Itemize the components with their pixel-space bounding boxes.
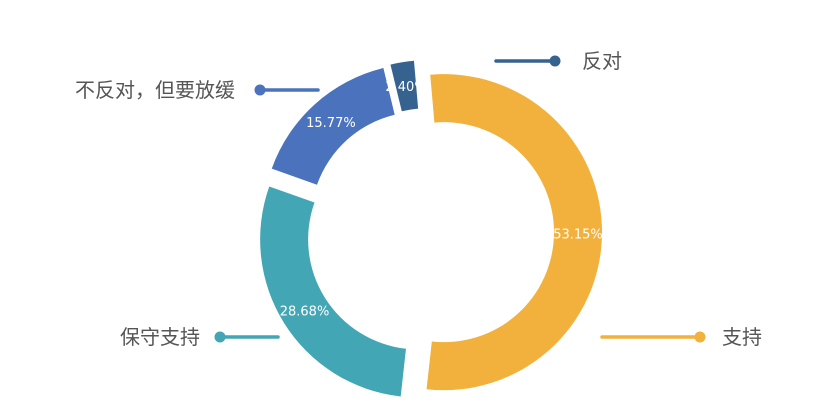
- slice-3: [390, 60, 419, 112]
- value-label-1: 28.68%: [280, 305, 330, 320]
- slice-2: [271, 68, 395, 185]
- legend-label-0: 支持: [722, 325, 762, 349]
- slice-1: [260, 186, 406, 397]
- legend-dot-0: [694, 331, 706, 343]
- value-label-3: 2.40%: [385, 80, 426, 95]
- slice-0: [426, 74, 602, 391]
- legend-label-3: 反对: [582, 49, 622, 73]
- legend-label-2: 不反对，但要放缓: [75, 78, 235, 102]
- legend: 支持 保守支持 不反对，但要放缓 反对: [75, 49, 762, 349]
- donut-slices: [260, 60, 602, 397]
- legend-dot-1: [214, 331, 226, 343]
- value-labels: 53.15% 28.68% 15.77% 2.40%: [280, 80, 603, 320]
- value-label-2: 15.77%: [306, 116, 356, 131]
- legend-dot-3: [549, 55, 561, 67]
- legend-label-1: 保守支持: [120, 325, 200, 349]
- legend-dot-2: [254, 84, 266, 96]
- value-label-0: 53.15%: [553, 228, 603, 243]
